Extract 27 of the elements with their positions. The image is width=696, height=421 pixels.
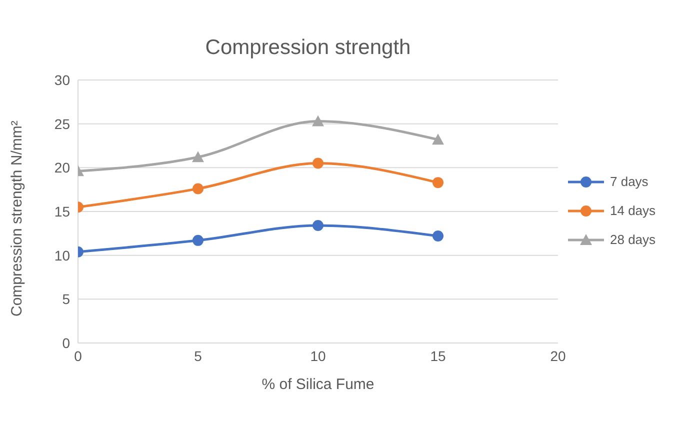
y-tick-label: 25 [54,116,70,132]
x-tick-label: 0 [74,348,82,364]
x-tick-label: 15 [430,348,446,364]
point [312,115,324,126]
legend-label: 14 days [610,203,656,218]
legend-label: 28 days [610,232,656,247]
point [192,183,204,194]
chart-title: Compression strength [204,36,412,60]
y-tick-label: 30 [54,72,70,88]
y-tick-label: 5 [62,291,70,308]
y-tick-label: 20 [54,160,70,176]
point [432,134,444,145]
x-tick-label: 10 [310,348,326,364]
y-tick-label: 10 [54,247,70,264]
x-axis-title: % of Silica Fume [262,376,374,393]
x-tick-label: 20 [550,348,566,364]
y-tick-label: 15 [54,203,70,220]
point [312,220,324,232]
point [432,177,444,188]
point [432,230,444,242]
point [192,234,204,246]
legend-label: 7 days [610,174,648,189]
y-tick-label: 0 [62,334,70,351]
y-axis-title: Compression strength N/mm² [8,120,26,316]
x-tick-label: 5 [194,348,202,364]
point [192,151,204,162]
point [312,158,324,169]
